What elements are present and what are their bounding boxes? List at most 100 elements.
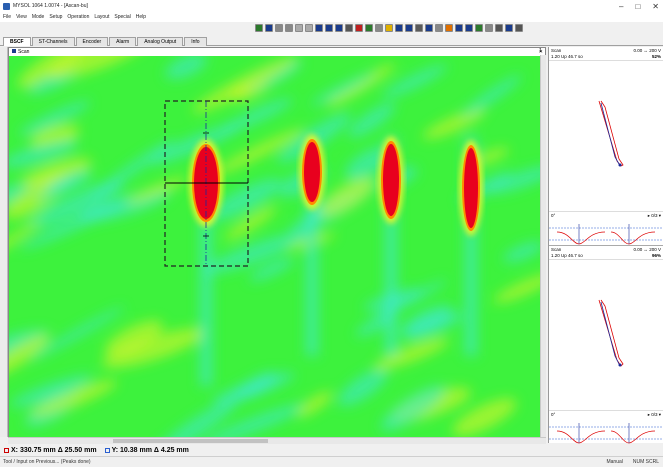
horizontal-scrollbar[interactable] — [8, 437, 546, 444]
defect-indication-2[interactable] — [304, 142, 320, 202]
heatmap-band — [221, 98, 293, 134]
tool-17-button[interactable] — [415, 24, 423, 32]
tool-25-button[interactable] — [495, 24, 503, 32]
ascan-page-2[interactable]: ▸ 0/3 ▾ — [647, 412, 661, 417]
heatmap-band — [104, 320, 163, 356]
ascan-range-2: 0.00 ↔ 200 V — [633, 247, 661, 252]
heatmap-band — [356, 314, 393, 337]
heatmap-band — [461, 74, 522, 117]
tool-13-button[interactable] — [375, 24, 383, 32]
ascan-gain-2: 96% — [651, 253, 661, 258]
defect-indication-4[interactable] — [464, 148, 478, 228]
tool-4-button[interactable] — [285, 24, 293, 32]
heatmap-band — [9, 140, 78, 168]
ascan-view-2: Scan 1.20 Up 46.7 so 0.00 ↔ 200 V 96% 0°… — [549, 246, 663, 445]
tool-19-button[interactable] — [435, 24, 443, 32]
heatmap-band — [150, 398, 239, 437]
ascan-marker-2 — [618, 363, 622, 367]
minimize-button[interactable]: – — [619, 1, 624, 11]
tool-18-button[interactable] — [425, 24, 433, 32]
heatmap-band — [26, 180, 124, 229]
tool-11-button[interactable] — [355, 24, 363, 32]
heatmap-band — [224, 206, 277, 241]
ascan-header-2: Scan 1.20 Up 46.7 so 0.00 ↔ 200 V 96% — [549, 246, 663, 260]
tool-21-button[interactable] — [455, 24, 463, 32]
ascan-params-1: 1.20 Up 46.7 so — [551, 54, 583, 59]
cscan-heatmap[interactable] — [9, 56, 545, 437]
ascan-range-1: 0.00 ↔ 200 V — [633, 48, 661, 53]
ascan-page-1[interactable]: ▸ 0/3 ▾ — [647, 213, 661, 218]
tool-16-button[interactable] — [405, 24, 413, 32]
tool-9-button[interactable] — [335, 24, 343, 32]
tool-5-button[interactable] — [295, 24, 303, 32]
heatmap-band — [9, 329, 51, 359]
menu-help[interactable]: Help — [135, 14, 147, 20]
tool-22-button[interactable] — [465, 24, 473, 32]
tab-encoder[interactable]: Encoder — [75, 37, 109, 46]
tab-alarm[interactable]: Alarm — [109, 37, 137, 46]
tool-15-button[interactable] — [395, 24, 403, 32]
scan-header-label: Scan — [18, 49, 30, 55]
tool-8-button[interactable] — [325, 24, 333, 32]
tool-14-button[interactable] — [385, 24, 393, 32]
heatmap-band — [20, 157, 92, 187]
defect-indication-3[interactable] — [383, 144, 399, 216]
ascan-gain-1: 52% — [651, 54, 661, 59]
scan-icon — [12, 49, 16, 53]
heatmap-band — [485, 165, 545, 194]
left-ruler — [0, 47, 8, 437]
tool-3-button[interactable] — [275, 24, 283, 32]
menu-layout[interactable]: Layout — [94, 14, 110, 20]
tool-20-button[interactable] — [445, 24, 453, 32]
menu-file[interactable]: File — [3, 14, 12, 20]
tool-1-button[interactable] — [255, 24, 263, 32]
ascan-trace-2 — [598, 299, 624, 367]
heatmap-band — [9, 374, 93, 407]
heatmap-band — [126, 176, 188, 204]
heatmap-band — [319, 177, 375, 217]
heatmap-band — [422, 108, 486, 140]
measurement-cursor[interactable] — [164, 100, 249, 267]
tab-analog-output[interactable]: Analog Output — [137, 37, 184, 46]
heatmap-band — [338, 368, 388, 406]
tool-24-button[interactable] — [485, 24, 493, 32]
menu-operation[interactable]: Operation — [67, 14, 90, 20]
tool-2-button[interactable] — [265, 24, 273, 32]
heatmap-band — [17, 56, 89, 88]
menu-mode[interactable]: Mode — [31, 14, 45, 20]
heatmap-band — [327, 63, 396, 107]
y-coordinate: Y: 10.38 mm Δ 4.25 mm — [104, 447, 189, 454]
tab-st-channels[interactable]: ST-Channels — [31, 37, 75, 46]
close-button[interactable]: ✕ — [652, 1, 659, 11]
heatmap-band — [311, 72, 376, 106]
heatmap-band — [348, 102, 396, 138]
ascan-params-2: 1.20 Up 46.7 so — [551, 253, 583, 258]
cursor-box-outline[interactable] — [164, 100, 249, 267]
menu-setup[interactable]: Setup — [49, 14, 63, 20]
ascan-marker-1 — [618, 163, 622, 167]
tool-6-button[interactable] — [305, 24, 313, 32]
ascan-plot-2[interactable] — [549, 260, 663, 410]
menu-view[interactable]: View — [16, 14, 27, 20]
tool-26-button[interactable] — [505, 24, 513, 32]
heatmap-band — [148, 124, 240, 165]
heatmap-band — [9, 220, 42, 263]
tool-12-button[interactable] — [365, 24, 373, 32]
ascan-footer-2: 0° ▸ 0/3 ▾ — [549, 410, 663, 417]
tab-bscf[interactable]: BSCF — [3, 37, 31, 46]
vertical-scrollbar[interactable] — [540, 55, 546, 437]
tool-23-button[interactable] — [475, 24, 483, 32]
tool-10-button[interactable] — [345, 24, 353, 32]
tool-27-button[interactable] — [515, 24, 523, 32]
menu-special[interactable]: Special — [114, 14, 131, 20]
heatmap-band — [30, 306, 125, 361]
heatmap-band — [373, 338, 449, 370]
ascan-strip-2 — [549, 417, 663, 445]
tab-info[interactable]: Info — [184, 37, 207, 46]
scan-close-icon[interactable]: ✕ — [538, 49, 543, 55]
maximize-button[interactable]: □ — [635, 1, 641, 11]
horizontal-scroll-thumb[interactable] — [113, 439, 268, 443]
tool-7-button[interactable] — [315, 24, 323, 32]
ascan-plot-1[interactable] — [549, 61, 663, 211]
ascan-trace-1b — [600, 102, 620, 165]
